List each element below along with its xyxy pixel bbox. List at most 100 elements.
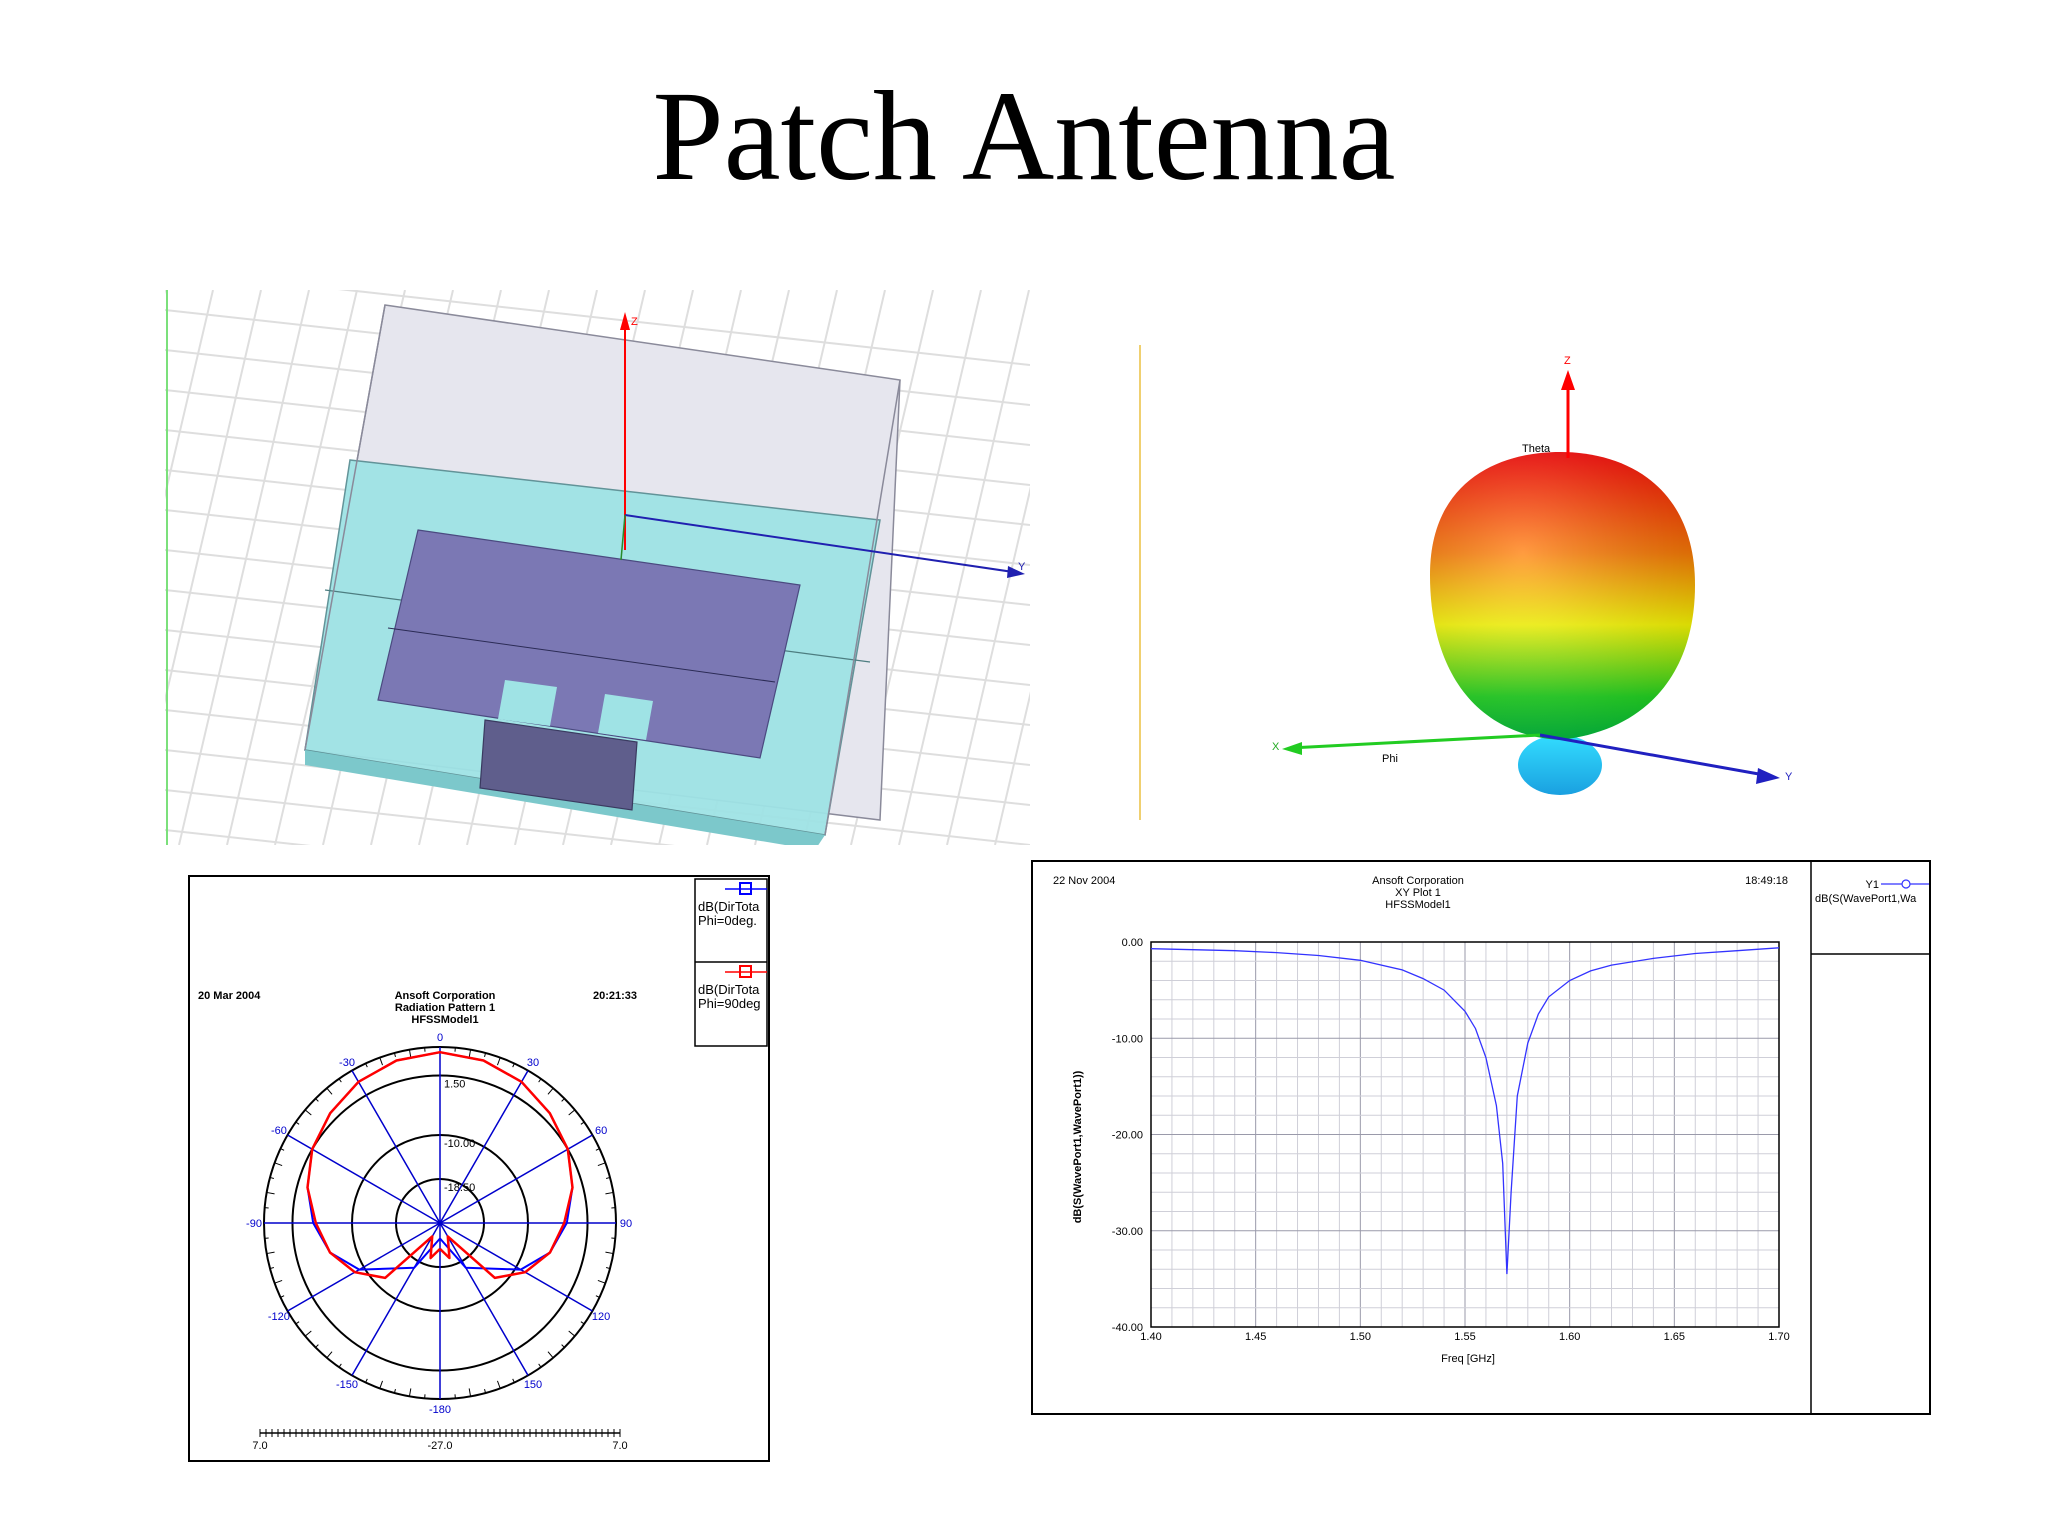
inset-slot-right (598, 694, 653, 740)
patch-model-view: Z Y (165, 290, 1030, 845)
polar-legend: dB(DirTota Phi=0deg. dB(DirTota Phi=90de… (694, 878, 768, 1047)
polar-ring-label: 1.50 (444, 1078, 465, 1090)
xy-date: 22 Nov 2004 (1053, 875, 1115, 887)
z-axis-arrow (620, 312, 630, 330)
polar-plot-area: 1.50-10.00-18.500306090120150-180-150-12… (246, 1032, 632, 1416)
model-grid-line (946, 486, 1030, 845)
xy-xtick-label: 1.45 (1245, 1331, 1266, 1343)
model-grid-line (165, 290, 214, 500)
xy-legend-name: Y1 (1866, 879, 1879, 891)
polar-tick (365, 1378, 368, 1383)
polar-spoke (439, 1222, 529, 1376)
polar-series-1 (306, 1050, 574, 1280)
polar-tick (605, 1251, 614, 1255)
polar-tick (568, 1330, 576, 1337)
pattern-z-label: Z (1564, 355, 1571, 367)
polar-angle-label: -180 (429, 1404, 451, 1416)
polar-tick (266, 1251, 275, 1255)
pattern-x-axis (1289, 733, 1541, 750)
y-axis (624, 514, 1021, 574)
theta-label: Theta (1522, 443, 1551, 455)
patch-model-svg: Z Y (165, 290, 1030, 845)
radiation-3d-view: Z Theta Y X Phi (1130, 340, 1820, 820)
polar-tick (468, 1049, 472, 1058)
pattern-y-arrow (1756, 768, 1780, 784)
polar-tick (547, 1351, 554, 1359)
polar-tick (269, 1267, 274, 1270)
polar-tick (605, 1191, 614, 1195)
polar-tick (547, 1087, 554, 1095)
model-grid-line (165, 290, 262, 705)
polar-tick (561, 1344, 565, 1348)
polar-plot-svg: 20 Mar 2004 Ansoft Corporation Radiation… (198, 878, 768, 1452)
polar-ring-label: -10.00 (444, 1138, 475, 1150)
polar-tick (304, 1109, 312, 1116)
xy-ytick-label: 0.00 (1122, 937, 1143, 949)
polar-angle-label: 150 (524, 1379, 542, 1391)
polar-angle-label: -30 (339, 1057, 355, 1069)
polar-tick (379, 1057, 384, 1066)
main-lobe-shade (1430, 452, 1695, 740)
xy-frame (1150, 941, 1780, 1328)
polar-company: Ansoft Corporation (395, 990, 496, 1002)
polar-plot-name: Radiation Pattern 1 (395, 1002, 495, 1014)
pattern-x-arrow (1282, 742, 1302, 755)
polar-legend-marker-0 (739, 882, 752, 895)
polar-scale-center: -27.0 (427, 1440, 452, 1452)
polar-tick (338, 1078, 342, 1083)
model-grid-line (337, 290, 1030, 366)
xy-xtick-label: 1.60 (1559, 1331, 1580, 1343)
xy-company: Ansoft Corporation (1372, 875, 1464, 887)
polar-angle-label: 90 (620, 1218, 632, 1230)
polar-angle-label: 30 (527, 1057, 539, 1069)
polar-tick (580, 1121, 585, 1125)
xy-xtick-label: 1.65 (1664, 1331, 1685, 1343)
xy-xtick-label: 1.70 (1768, 1331, 1789, 1343)
polar-tick (484, 1052, 487, 1057)
pattern-z-arrow (1561, 370, 1575, 390)
model-grid-line (226, 290, 358, 845)
polar-tick (496, 1380, 501, 1389)
polar-legend-1-line2: Phi=90deg (698, 996, 761, 1011)
model-grid-line (178, 290, 310, 845)
polar-tick (338, 1363, 342, 1368)
polar-spoke (351, 1222, 441, 1376)
polar-tick (561, 1098, 565, 1102)
polar-spoke (439, 1070, 529, 1224)
xy-ylabel: dB(S(WavePort1,WavePort1)) (1072, 1070, 1084, 1223)
polar-tick (274, 1279, 283, 1284)
polar-angle-label: -120 (268, 1311, 290, 1323)
xy-legend-marker (1901, 879, 1911, 889)
x-axis (620, 514, 626, 561)
pattern-x-label: X (1272, 741, 1280, 753)
polar-legend-1-line1: dB(DirTota (698, 982, 760, 997)
polar-tick (393, 1052, 396, 1057)
polar-spoke (351, 1070, 441, 1224)
phi-label: Phi (1382, 753, 1398, 765)
polar-scale-ticks (259, 1429, 621, 1437)
polar-legend-0-line2: Phi=0deg. (698, 913, 757, 928)
polar-tick (269, 1176, 274, 1179)
back-lobe (1518, 735, 1602, 795)
polar-tick (295, 1121, 300, 1125)
xy-ytick-label: -10.00 (1112, 1033, 1143, 1045)
model-grid-line (994, 691, 1030, 845)
polar-scale-bar: 7.0 -27.0 7.0 (252, 1429, 628, 1452)
polar-plot-panel: 20 Mar 2004 Ansoft Corporation Radiation… (188, 875, 770, 1462)
polar-tick (274, 1162, 283, 1167)
xy-ytick-label: -40.00 (1112, 1322, 1143, 1334)
polar-tick (606, 1176, 611, 1179)
pattern-y-axis (1539, 733, 1771, 778)
polar-tick (379, 1380, 384, 1389)
inset-slot-left (498, 680, 557, 726)
feed-line (479, 719, 638, 811)
slide-title: Patch Antenna (652, 65, 1396, 207)
polar-spoke (287, 1222, 441, 1312)
polar-tick (595, 1295, 600, 1298)
xy-xtick-label: 1.55 (1454, 1331, 1475, 1343)
polar-angle-label: -150 (336, 1379, 358, 1391)
polar-tick (408, 1388, 412, 1397)
polar-scale-left: 7.0 (252, 1440, 267, 1452)
xy-grid (1150, 941, 1780, 1328)
xy-series-y1 (1150, 947, 1780, 1275)
